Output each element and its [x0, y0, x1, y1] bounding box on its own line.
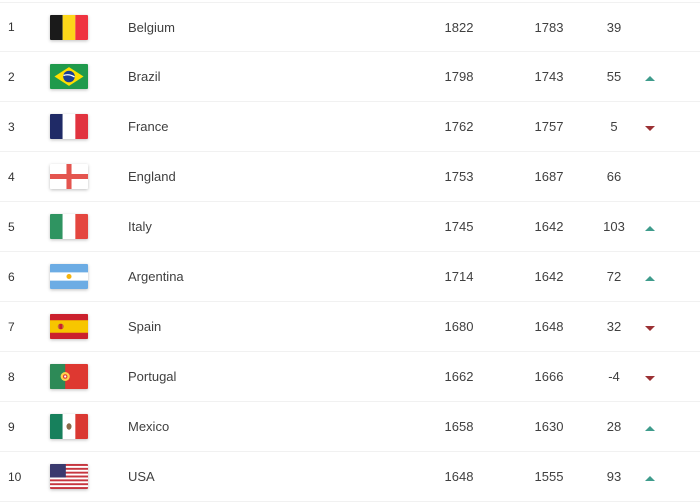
total-points: 1680 [444, 319, 474, 334]
previous-points: 1783 [534, 19, 564, 35]
ranking-row-belgium[interactable]: 1 Belgium 1822 1783 39 [0, 2, 700, 52]
total-points: 1762 [444, 119, 474, 134]
ranking-row-france[interactable]: 3 France 1762 1757 5 [0, 102, 700, 152]
trend-arrow-icon [645, 226, 655, 231]
trend-arrow-icon [645, 476, 655, 481]
total-points: 1648 [444, 469, 474, 484]
brazil-flag-icon [50, 64, 88, 89]
previous-points: 1648 [534, 319, 564, 334]
ranking-row-mexico[interactable]: 9 Mexico 1658 1630 28 [0, 402, 700, 452]
ranking-row-england[interactable]: 4 England 1753 1687 66 [0, 152, 700, 202]
portugal-flag-icon [50, 364, 88, 389]
total-points: 1662 [444, 369, 474, 384]
france-flag-icon [50, 114, 88, 139]
points-change: 93 [606, 469, 622, 484]
total-points: 1798 [444, 69, 474, 84]
ranking-row-spain[interactable]: 7 Spain 1680 1648 32 [0, 302, 700, 352]
england-flag-icon [50, 164, 88, 189]
argentina-flag-icon [50, 264, 88, 289]
country-name: England [128, 169, 176, 184]
points-change: 32 [606, 319, 622, 334]
previous-points: 1642 [534, 219, 564, 234]
spain-flag-icon [50, 314, 88, 339]
ranking-row-usa[interactable]: 10 USA 1648 1555 93 [0, 452, 700, 502]
points-change: -4 [608, 369, 620, 384]
rank-number: 7 [8, 319, 15, 334]
usa-flag-icon [50, 464, 88, 489]
ranking-row-portugal[interactable]: 8 Portugal 1662 1666 -4 [0, 352, 700, 402]
ranking-row-argentina[interactable]: 6 Argentina 1714 1642 72 [0, 252, 700, 302]
country-name: France [128, 119, 169, 134]
rank-number: 9 [8, 419, 15, 434]
previous-points: 1630 [534, 419, 564, 434]
previous-points: 1642 [534, 269, 564, 284]
country-name: Portugal [128, 369, 177, 384]
trend-arrow-icon [645, 426, 655, 431]
points-change: 103 [603, 219, 625, 234]
total-points: 1714 [444, 269, 474, 284]
points-change: 55 [606, 69, 622, 84]
country-name: Belgium [128, 19, 175, 35]
previous-points: 1757 [534, 119, 564, 134]
previous-points: 1555 [534, 469, 564, 484]
total-points: 1658 [444, 419, 474, 434]
country-name: USA [128, 469, 155, 484]
country-name: Argentina [128, 269, 184, 284]
rank-number: 1 [8, 20, 15, 34]
country-name: Mexico [128, 419, 170, 434]
country-name: Italy [128, 219, 152, 234]
country-name: Spain [128, 319, 162, 334]
rank-number: 8 [8, 369, 15, 384]
total-points: 1753 [444, 169, 474, 184]
trend-arrow-icon [645, 76, 655, 81]
points-change: 28 [606, 419, 622, 434]
rank-number: 4 [8, 169, 15, 184]
points-change: 72 [606, 269, 622, 284]
rank-number: 3 [8, 119, 15, 134]
rank-number: 5 [8, 219, 15, 234]
points-change: 5 [610, 119, 618, 134]
previous-points: 1687 [534, 169, 564, 184]
total-points: 1745 [444, 219, 474, 234]
trend-arrow-icon [645, 376, 655, 381]
trend-arrow-icon [645, 126, 655, 131]
belgium-flag-icon [50, 14, 88, 40]
points-change: 66 [606, 169, 622, 184]
rank-number: 2 [8, 69, 15, 84]
rank-number: 6 [8, 269, 15, 284]
total-points: 1822 [444, 19, 474, 35]
previous-points: 1743 [534, 69, 564, 84]
points-change: 39 [606, 19, 622, 35]
ranking-row-italy[interactable]: 5 Italy 1745 1642 103 [0, 202, 700, 252]
previous-points: 1666 [534, 369, 564, 384]
italy-flag-icon [50, 214, 88, 239]
country-name: Brazil [128, 69, 161, 84]
trend-arrow-icon [645, 276, 655, 281]
trend-arrow-icon [645, 326, 655, 331]
rank-number: 10 [8, 469, 22, 484]
mexico-flag-icon [50, 414, 88, 439]
ranking-row-brazil[interactable]: 2 Brazil 1798 1743 55 [0, 52, 700, 102]
